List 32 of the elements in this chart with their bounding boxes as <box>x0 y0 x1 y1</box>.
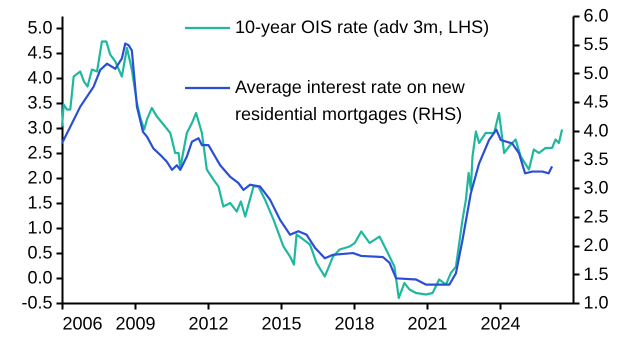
y2-tick-label: 4.0 <box>584 120 609 140</box>
y-tick-label: 1.0 <box>27 218 52 238</box>
legend-label: Average interest rate on new residential mortgages (RHS) <box>235 77 466 124</box>
x-tick-label: 2024 <box>480 314 521 334</box>
y2-tick-label: 4.5 <box>584 92 609 112</box>
y2-tick-label: 5.5 <box>584 34 609 54</box>
y2-tick-label: 6.0 <box>584 6 609 26</box>
y2-tick-label: 2.5 <box>584 206 609 226</box>
y-tick-label: 4.0 <box>27 68 52 88</box>
y2-tick-label: 5.0 <box>584 62 609 83</box>
x-tick-label: 2012 <box>188 314 229 334</box>
y-tick-label: 0.5 <box>27 242 52 262</box>
y-tick-label: 2.5 <box>27 142 52 162</box>
y2-tick-label: 3.5 <box>584 149 609 169</box>
x-tick-label: 2006 <box>62 314 103 334</box>
x-tick-label: 2021 <box>407 314 448 334</box>
y-tick-label: -0.5 <box>21 292 52 312</box>
y-tick-label: 3.5 <box>27 92 52 112</box>
y-tick-label: 0.0 <box>27 268 52 288</box>
y2-tick-label: 1.5 <box>584 264 609 284</box>
x-tick-label: 2015 <box>261 314 302 334</box>
y-tick-label: 5.0 <box>27 18 52 38</box>
x-tick-label: 2018 <box>334 314 375 334</box>
x-tick-label: 2009 <box>115 314 156 334</box>
y-tick-label: 4.5 <box>27 42 52 62</box>
y-tick-label: 1.5 <box>27 192 52 212</box>
y-tick-label: 2.0 <box>27 168 52 188</box>
legend-label: 10-year OIS rate (adv 3m, LHS) <box>235 17 490 37</box>
y-tick-label: 3.0 <box>27 118 52 138</box>
y2-tick-label: 1.0 <box>584 292 609 312</box>
y2-tick-label: 2.0 <box>584 235 609 256</box>
y2-tick-label: 3.0 <box>584 178 609 198</box>
